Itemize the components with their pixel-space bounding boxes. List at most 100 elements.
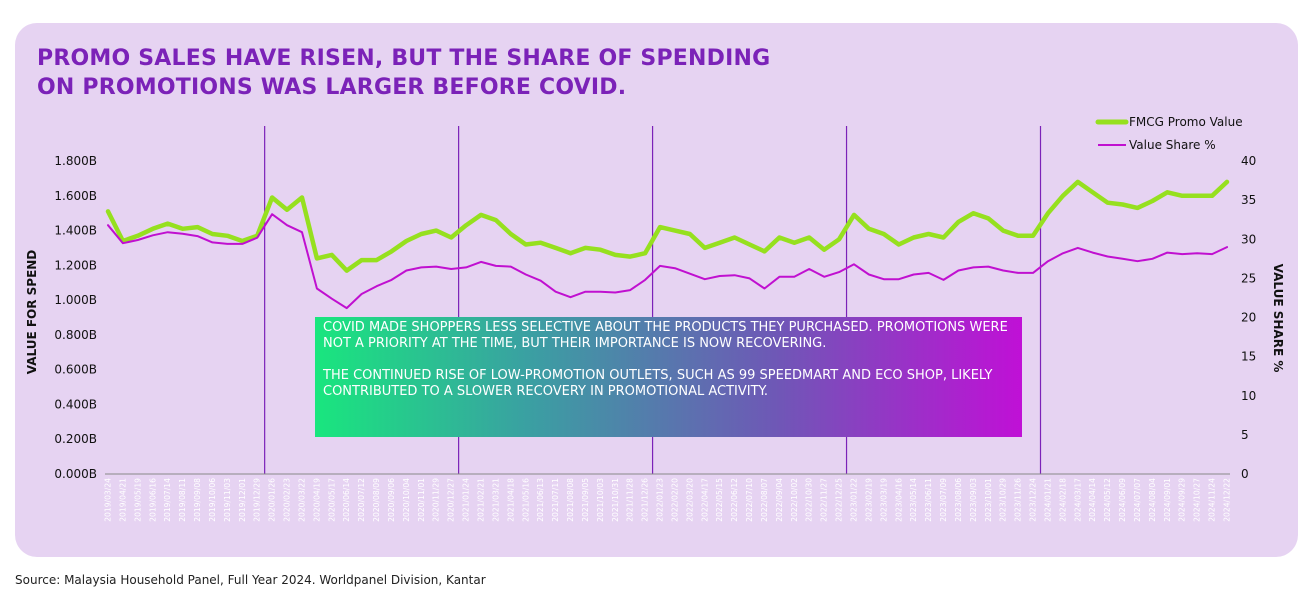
y-tick-right: 0 (1241, 467, 1249, 481)
y-tick-left: 1.600B (54, 189, 97, 203)
x-tick-label: 2020/07/12 (357, 478, 366, 522)
y-tick-right: 35 (1241, 193, 1256, 207)
chart-title-line-1: PROMO SALES HAVE RISEN, BUT THE SHARE OF… (37, 46, 771, 71)
x-tick-label: 2020/10/04 (402, 478, 411, 522)
x-tick-label: 2022/06/12 (730, 478, 739, 522)
x-tick-label: 2020/04/19 (312, 478, 321, 522)
x-tick-label: 2020/06/14 (342, 478, 351, 522)
x-tick-label: 2021/01/24 (462, 478, 471, 522)
x-tick-label: 2021/03/21 (491, 478, 500, 522)
legend: FMCG Promo Value Value Share % (1095, 115, 1243, 152)
x-tick-label: 2022/10/02 (790, 478, 799, 522)
y-tick-right: 25 (1241, 271, 1256, 285)
x-tick-label: 2023/09/03 (969, 478, 978, 522)
x-tick-label: 2019/04/21 (118, 478, 127, 522)
y-tick-right: 5 (1241, 428, 1249, 442)
x-tick-label: 2020/05/17 (327, 478, 336, 522)
x-axis-ticks: 2019/03/24 2019/04/21 2019/05/19 2019/06/16… (104, 478, 1232, 522)
y-tick-left: 0.600B (54, 363, 97, 377)
series-line-value-share (107, 213, 1228, 310)
x-tick-label: 2021/09/05 (581, 478, 590, 522)
legend-label-value-share: Value Share % (1129, 138, 1216, 152)
x-tick-label: 2024/02/18 (1058, 478, 1067, 522)
x-tick-label: 2021/11/28 (626, 478, 635, 522)
series-lines (105, 179, 1230, 310)
x-tick-label: 2022/11/27 (820, 478, 829, 522)
x-tick-label: 2024/09/29 (1178, 478, 1187, 522)
x-tick-label: 2023/06/11 (924, 478, 933, 522)
x-tick-label: 2021/08/08 (566, 478, 575, 522)
x-tick-label: 2019/09/08 (193, 478, 202, 522)
x-tick-label: 2020/01/26 (268, 478, 277, 522)
x-tick-label: 2021/10/03 (596, 478, 605, 522)
x-tick-label: 2023/05/14 (909, 478, 918, 522)
y-tick-left: 1.400B (54, 224, 97, 238)
x-tick-label: 2021/10/31 (611, 478, 620, 522)
x-tick-label: 2019/10/06 (208, 478, 217, 522)
x-tick-label: 2023/12/24 (1029, 478, 1038, 522)
x-tick-label: 2019/08/11 (178, 478, 187, 522)
x-tick-label: 2024/10/27 (1193, 478, 1202, 522)
legend-label-promo-value: FMCG Promo Value (1129, 115, 1243, 129)
x-tick-label: 2022/09/04 (775, 478, 784, 522)
x-tick-label: 2021/06/13 (536, 478, 545, 522)
x-tick-label: 2024/11/24 (1208, 478, 1217, 522)
x-tick-label: 2020/09/06 (387, 478, 396, 522)
x-tick-label: 2024/06/09 (1118, 478, 1127, 522)
x-tick-label: 2023/04/16 (894, 478, 903, 522)
x-tick-label: 2021/07/11 (551, 478, 560, 522)
x-tick-label: 2022/02/20 (671, 478, 680, 522)
x-tick-label: 2024/08/04 (1148, 478, 1157, 522)
x-tick-label: 2019/03/24 (104, 478, 113, 522)
x-tick-label: 2022/04/17 (700, 478, 709, 522)
y-tick-right: 15 (1241, 350, 1256, 364)
x-tick-label: 2022/08/07 (760, 478, 769, 522)
x-tick-label: 2022/01/23 (656, 478, 665, 522)
x-tick-label: 2020/03/22 (298, 478, 307, 522)
x-tick-label: 2019/07/14 (163, 478, 172, 522)
annotation-box: COVID MADE SHOPPERS LESS SELECTIVE ABOUT… (315, 317, 1022, 437)
x-tick-label: 2022/07/10 (745, 478, 754, 522)
chart-title: PROMO SALES HAVE RISEN, BUT THE SHARE OF… (37, 44, 770, 102)
x-tick-label: 2023/02/19 (864, 478, 873, 522)
x-tick-label: 2023/10/29 (999, 478, 1008, 522)
x-tick-label: 2019/12/01 (238, 478, 247, 522)
annotation-paragraph-1: COVID MADE SHOPPERS LESS SELECTIVE ABOUT… (323, 320, 1008, 351)
source-note: Source: Malaysia Household Panel, Full Y… (15, 573, 486, 587)
x-tick-label: 2023/07/09 (939, 478, 948, 522)
x-tick-label: 2024/07/07 (1133, 478, 1142, 522)
x-tick-label: 2022/03/20 (685, 478, 694, 522)
x-tick-label: 2019/05/19 (133, 478, 142, 522)
x-tick-label: 2021/05/16 (521, 478, 530, 522)
y-tick-right: 30 (1241, 232, 1256, 246)
annotation-paragraph-2: THE CONTINUED RISE OF LOW-PROMOTION OUTL… (323, 368, 993, 399)
x-tick-label: 2024/03/17 (1073, 478, 1082, 522)
x-tick-label: 2021/04/18 (506, 478, 515, 522)
x-tick-label: 2019/11/03 (223, 478, 232, 522)
x-tick-label: 2023/01/22 (850, 478, 859, 522)
left-axis-title: VALUE FOR SPEND (25, 250, 39, 375)
x-tick-label: 2020/11/29 (432, 478, 441, 522)
x-tick-label: 2023/08/06 (954, 478, 963, 522)
x-tick-label: 2020/08/09 (372, 478, 381, 522)
x-tick-label: 2024/01/21 (1044, 478, 1053, 522)
y-tick-left: 1.800B (54, 154, 97, 168)
chart-panel (15, 23, 1298, 557)
y-tick-left: 0.400B (54, 397, 97, 411)
y-tick-right: 20 (1241, 311, 1256, 325)
x-tick-label: 2023/11/26 (1014, 478, 1023, 522)
x-tick-label: 2023/10/01 (984, 478, 993, 522)
x-tick-label: 2019/12/29 (253, 478, 262, 522)
series-line-promo-value (105, 179, 1230, 273)
x-tick-label: 2021/12/26 (641, 478, 650, 522)
y-tick-left: 0.000B (54, 467, 97, 481)
x-tick-label: 2021/02/21 (477, 478, 486, 522)
y-tick-left: 1.000B (54, 293, 97, 307)
x-tick-label: 2022/05/15 (715, 478, 724, 522)
chart-title-line-2: ON PROMOTIONS WAS LARGER BEFORE COVID. (37, 75, 627, 100)
y-tick-left: 0.200B (54, 432, 97, 446)
left-axis-ticks: 0.000B 0.200B 0.400B 0.600B 0.800B 1.000B 1.20… (54, 154, 97, 481)
x-tick-label: 2024/04/14 (1088, 478, 1097, 522)
x-tick-label: 2023/03/19 (879, 478, 888, 522)
